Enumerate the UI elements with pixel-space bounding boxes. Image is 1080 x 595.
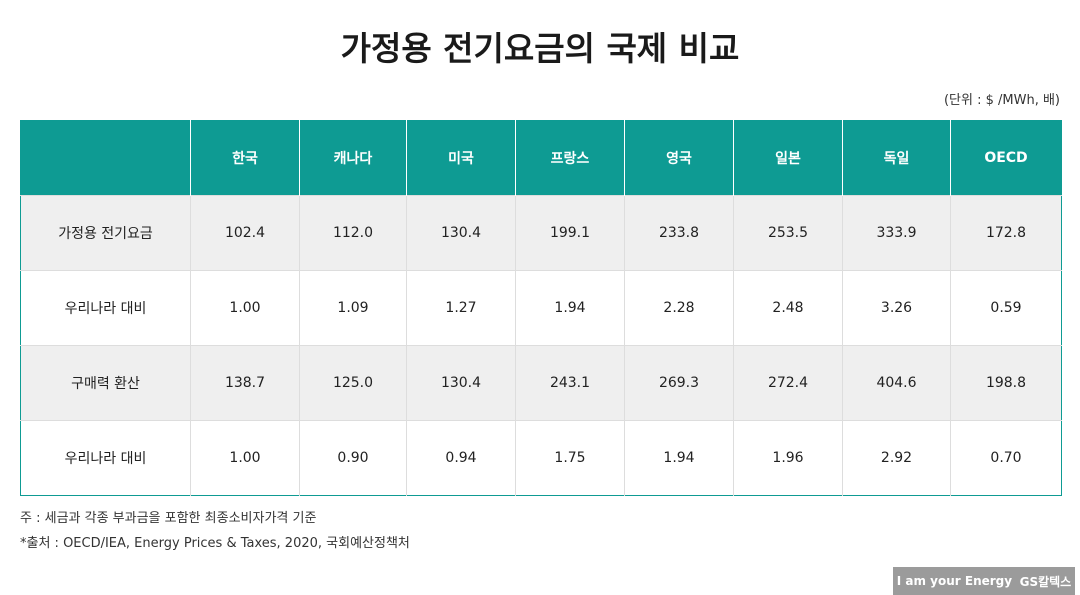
table-cell: 0.70: [950, 420, 1062, 496]
table-cell: 0.59: [950, 270, 1062, 346]
table-cell: 1.94: [515, 270, 625, 346]
table-cell: 269.3: [624, 345, 734, 421]
unit: (단위 : $ /MWh, 배): [943, 93, 1060, 108]
table: 한국 캐나다 미국 프랑스 영국 일본 독일 OECD 가정용 전기요금 102.4 112.0 1…: [20, 120, 1062, 496]
table-body: 가정용 전기요금 102.4 112.0 130.4 199.1 233.8 253.5 33…: [20, 195, 1062, 496]
header-cell: 프랑스: [515, 120, 625, 196]
table-cell: 1.75: [515, 420, 625, 496]
table-cell: 1.94: [624, 420, 734, 496]
table-cell: 172.8: [950, 195, 1062, 271]
table-cell: 112.0: [299, 195, 407, 271]
table-cell: 1.27: [406, 270, 516, 346]
table-cell: 233.8: [624, 195, 734, 271]
table-cell: 우리나라 대비: [20, 420, 191, 496]
table-cell: 125.0: [299, 345, 407, 421]
table-row: 우리나라 대비 1.00 0.90 0.94 1.75 1.94 1.96 2.92 0.70: [20, 420, 1062, 496]
table-cell: 198.8: [950, 345, 1062, 421]
table-cell: 2.48: [733, 270, 843, 346]
table-cell: 1.00: [190, 420, 300, 496]
note: *출처 : OECD/IEA, Energy Prices & Taxes, 2…: [20, 536, 410, 551]
table-cell: 130.4: [406, 345, 516, 421]
header-cell: 한국: [190, 120, 300, 196]
table-cell: 253.5: [733, 195, 843, 271]
header-cell: 영국: [624, 120, 734, 196]
header-cell: 독일: [842, 120, 951, 196]
header-cell: 일본: [733, 120, 843, 196]
table-cell: 1.96: [733, 420, 843, 496]
table-cell: 243.1: [515, 345, 625, 421]
header-cell: 미국: [406, 120, 516, 196]
table-cell: 130.4: [406, 195, 516, 271]
slogan: I am your Energy: [896, 574, 1013, 588]
header-cell: OECD: [950, 120, 1062, 196]
table-cell: 1.09: [299, 270, 407, 346]
footer-badge: I am your Energy GS칼텍스: [893, 567, 1075, 595]
table-row: 구매력 환산 138.7 125.0 130.4 243.1 269.3 272.4 404.…: [20, 345, 1062, 421]
table-cell: 구매력 환산: [20, 345, 191, 421]
table-cell: 0.90: [299, 420, 407, 496]
table-cell: 3.26: [842, 270, 951, 346]
table-row: 우리나라 대비 1.00 1.09 1.27 1.94 2.28 2.48 3.26 0.59: [20, 270, 1062, 346]
header-cell: [20, 120, 191, 196]
note: 주 : 세금과 각종 부과금을 포함한 최종소비자가격 기준: [20, 511, 317, 526]
table-cell: 404.6: [842, 345, 951, 421]
table-cell: 333.9: [842, 195, 951, 271]
title: 가정용 전기요금의 국제 비교: [340, 29, 740, 68]
table-cell: 2.28: [624, 270, 734, 346]
table-cell: 1.00: [190, 270, 300, 346]
table-cell: 272.4: [733, 345, 843, 421]
table-cell: 102.4: [190, 195, 300, 271]
table-cell: 2.92: [842, 420, 951, 496]
table-row: 가정용 전기요금 102.4 112.0 130.4 199.1 233.8 253.5 33…: [20, 195, 1062, 271]
brand: GS칼텍스: [1019, 574, 1072, 589]
table-cell: 138.7: [190, 345, 300, 421]
table-cell: 0.94: [406, 420, 516, 496]
table-cell: 199.1: [515, 195, 625, 271]
table-cell: 가정용 전기요금: [20, 195, 191, 271]
header-row: 한국 캐나다 미국 프랑스 영국 일본 독일 OECD: [20, 120, 1062, 196]
header-cell: 캐나다: [299, 120, 407, 196]
table-cell: 우리나라 대비: [20, 270, 191, 346]
